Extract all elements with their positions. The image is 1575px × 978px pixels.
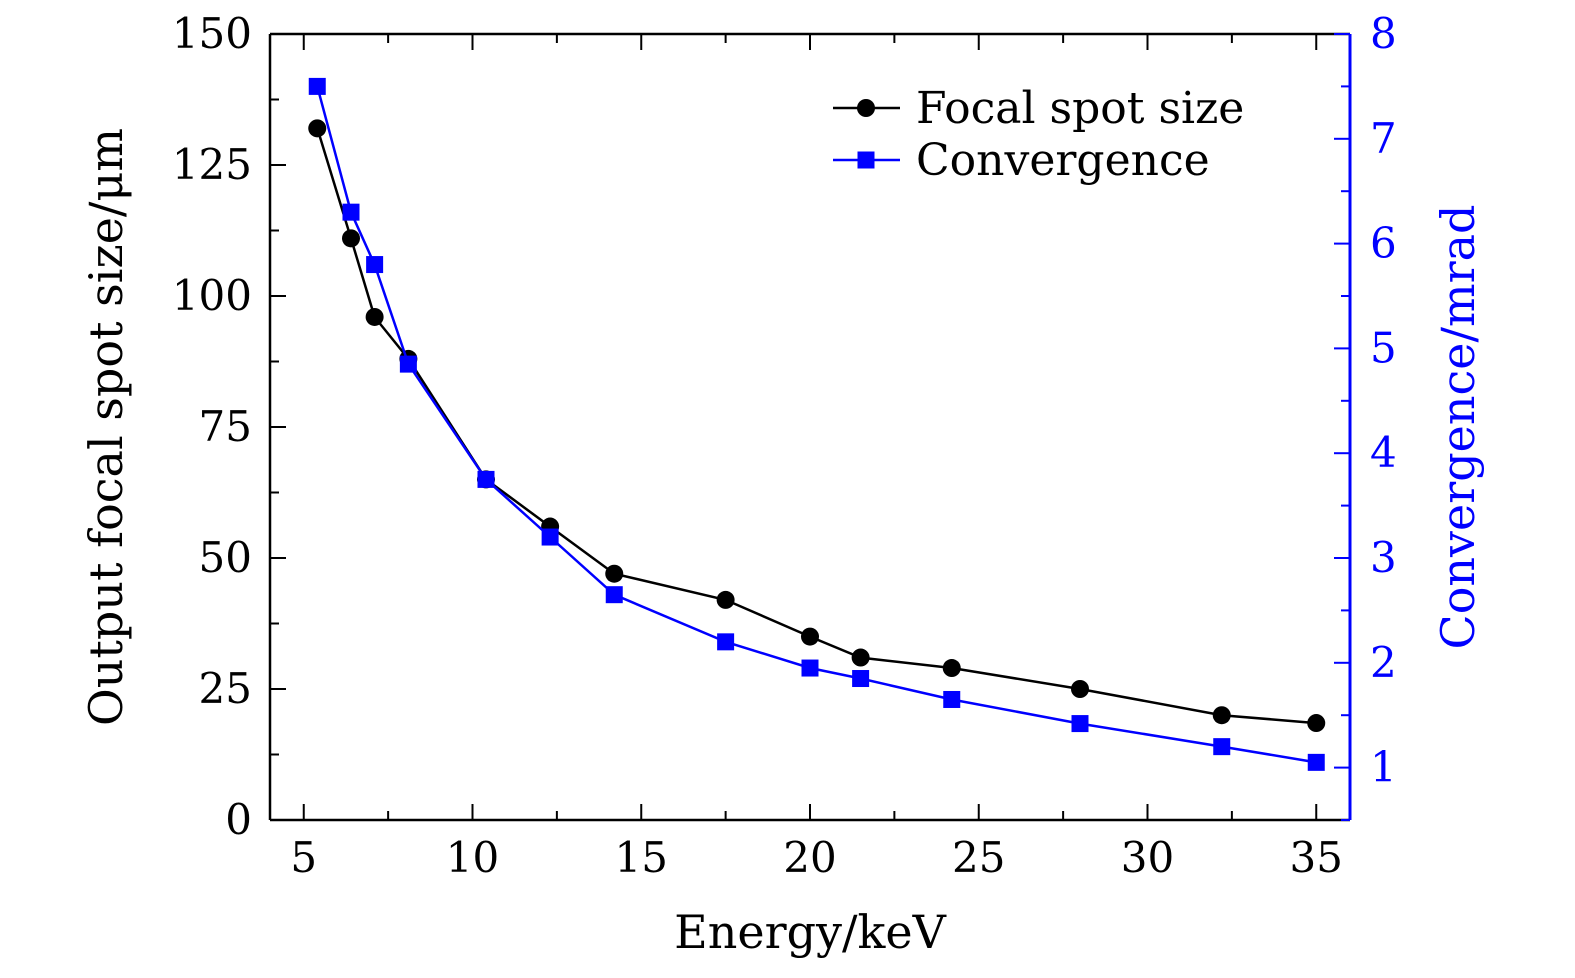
data-point-convergence: [605, 586, 623, 604]
x-tick-label: 20: [783, 833, 836, 882]
y-left-tick-label: 25: [199, 664, 252, 713]
y-left-tick-label: 50: [199, 533, 252, 582]
y-left-tick-label: 0: [225, 795, 252, 844]
data-point-focal-spot-size: [605, 564, 624, 583]
legend-marker-focal-spot-size: [857, 99, 875, 117]
y-axis-left-label: Output focal spot size/μm: [79, 128, 133, 726]
y-right-tick-label: 7: [1370, 114, 1397, 163]
data-point-convergence: [801, 659, 819, 677]
data-point-focal-spot-size: [308, 119, 327, 138]
y-axis-right-label: Convergence/mrad: [1431, 205, 1485, 650]
series-layer: [308, 77, 1326, 771]
y-left-tick-label: 100: [172, 271, 252, 320]
axis-ticks: 5 10 15 20 25 30 35 0 25 50 75 100 125 150 1 2 3 4 5 6 7 8: [172, 9, 1397, 882]
data-point-convergence: [399, 355, 417, 373]
legend-label-focal-spot-size: Focal spot size: [916, 83, 1244, 134]
x-tick-label: 15: [615, 833, 668, 882]
data-point-convergence: [852, 670, 870, 688]
data-point-convergence: [943, 690, 961, 708]
data-point-focal-spot-size: [1071, 680, 1089, 698]
legend-label-convergence: Convergence: [916, 135, 1210, 186]
y-right-tick-label: 6: [1370, 219, 1397, 268]
data-point-convergence: [717, 633, 735, 651]
data-point-convergence: [308, 77, 326, 95]
y-right-tick-label: 1: [1370, 743, 1397, 792]
data-point-focal-spot-size: [1307, 714, 1326, 733]
data-point-focal-spot-size: [716, 590, 735, 609]
data-point-focal-spot-size: [801, 627, 819, 646]
data-point-convergence: [342, 203, 360, 221]
y-right-tick-label: 5: [1370, 323, 1397, 372]
x-tick-label: 35: [1290, 833, 1343, 882]
data-point-convergence: [1307, 753, 1325, 771]
y-left-tick-label: 125: [172, 140, 252, 189]
x-tick-label: 10: [446, 833, 499, 882]
series-line-convergence: [316, 86, 1317, 764]
data-point-convergence: [477, 470, 495, 488]
data-point-focal-spot-size: [942, 659, 961, 678]
x-axis-label: Energy/keV: [674, 905, 946, 959]
x-tick-label: 30: [1121, 833, 1174, 882]
data-point-focal-spot-size: [1212, 706, 1231, 725]
x-tick-label: 25: [952, 833, 1005, 882]
data-point-convergence: [366, 256, 384, 274]
data-point-convergence: [541, 528, 559, 546]
data-point-focal-spot-size: [365, 307, 384, 326]
legend-marker-convergence: [857, 151, 875, 169]
y-left-tick-label: 150: [172, 9, 252, 58]
y-left-tick-label: 75: [199, 402, 252, 451]
y-right-tick-label: 2: [1370, 638, 1397, 687]
y-right-tick-label: 4: [1370, 428, 1397, 477]
y-right-tick-label: 8: [1370, 9, 1397, 58]
data-point-focal-spot-size: [851, 648, 870, 667]
y-right-tick-label: 3: [1370, 533, 1397, 582]
data-point-convergence: [1071, 715, 1089, 733]
x-tick-label: 5: [290, 833, 317, 882]
data-point-focal-spot-size: [342, 229, 360, 248]
data-point-convergence: [1213, 738, 1231, 756]
